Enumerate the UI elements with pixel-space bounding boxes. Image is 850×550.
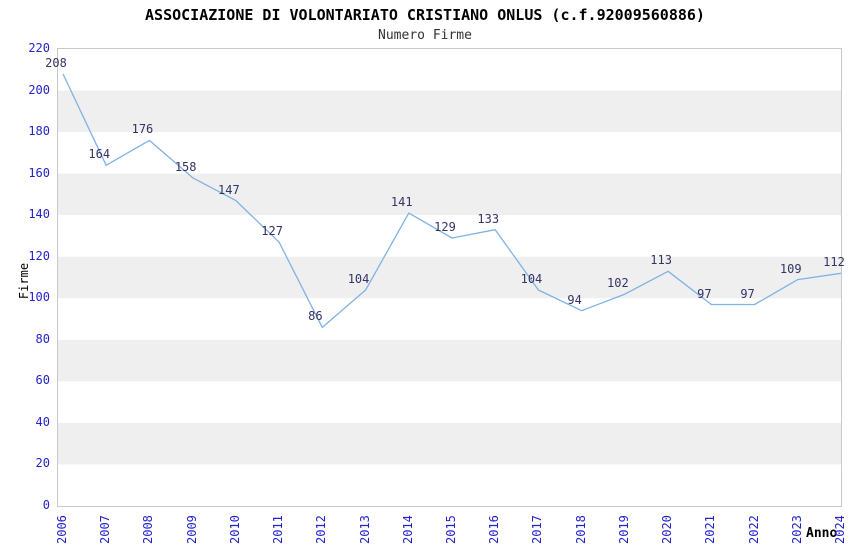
x-tick-label: 2021 bbox=[703, 515, 718, 544]
y-tick-label: 200 bbox=[28, 82, 50, 97]
x-axis-title: Anno bbox=[806, 526, 838, 541]
point-value-label: 129 bbox=[434, 220, 456, 235]
x-tick-label: 2010 bbox=[227, 515, 242, 544]
y-tick-label: 160 bbox=[28, 165, 50, 180]
x-tick-label: 2024 bbox=[833, 515, 847, 544]
y-tick-label: 0 bbox=[42, 498, 50, 512]
point-value-label: 94 bbox=[567, 292, 582, 307]
y-tick-label: 180 bbox=[28, 124, 50, 139]
y-tick-label: 100 bbox=[28, 290, 50, 305]
y-tick-label: 60 bbox=[35, 373, 50, 388]
point-value-label: 113 bbox=[650, 253, 672, 268]
point-value-label: 86 bbox=[308, 309, 323, 324]
point-value-label: 147 bbox=[218, 182, 240, 197]
x-tick-label: 2012 bbox=[314, 515, 329, 544]
y-tick-label: 140 bbox=[28, 207, 50, 222]
x-tick-label: 2008 bbox=[141, 515, 156, 544]
point-value-label: 102 bbox=[607, 276, 629, 291]
point-value-label: 97 bbox=[740, 286, 755, 301]
point-value-label: 109 bbox=[779, 261, 802, 276]
point-value-label: 104 bbox=[520, 271, 543, 286]
y-tick-label: 20 bbox=[35, 456, 50, 471]
plot-area bbox=[57, 48, 842, 507]
point-value-label: 133 bbox=[477, 211, 500, 226]
x-tick-label: 2014 bbox=[400, 515, 415, 544]
x-tick-label: 2006 bbox=[55, 515, 69, 544]
point-value-label: 112 bbox=[823, 255, 845, 270]
x-tick-label: 2007 bbox=[98, 515, 113, 544]
x-tick-label: 2009 bbox=[184, 515, 199, 544]
point-value-label: 164 bbox=[88, 147, 111, 162]
x-tick-label: 2019 bbox=[616, 515, 631, 544]
x-tick-label: 2018 bbox=[573, 515, 588, 544]
x-tick-label: 2023 bbox=[789, 515, 804, 544]
y-tick-label: 40 bbox=[35, 414, 50, 429]
point-value-label: 141 bbox=[390, 195, 413, 210]
point-value-label: 127 bbox=[261, 224, 283, 239]
chart-title: ASSOCIAZIONE DI VOLONTARIATO CRISTIANO O… bbox=[145, 6, 705, 24]
y-tick-label: 120 bbox=[28, 248, 50, 263]
point-value-label: 97 bbox=[697, 286, 712, 301]
x-tick-label: 2013 bbox=[357, 515, 372, 544]
x-tick-label: 2020 bbox=[660, 515, 675, 544]
x-tick-label: 2015 bbox=[444, 515, 458, 544]
x-tick-label: 2016 bbox=[487, 515, 502, 544]
point-value-label: 208 bbox=[45, 55, 67, 70]
point-value-label: 104 bbox=[347, 271, 370, 286]
y-tick-label: 80 bbox=[35, 331, 50, 346]
x-tick-label: 2011 bbox=[271, 515, 286, 544]
point-value-label: 176 bbox=[131, 122, 154, 137]
x-tick-label: 2022 bbox=[746, 515, 761, 544]
x-tick-label: 2017 bbox=[530, 515, 545, 544]
line-series-svg bbox=[58, 73, 841, 465]
y-tick-label: 220 bbox=[28, 41, 50, 55]
point-value-label: 158 bbox=[174, 159, 197, 174]
chart-subtitle: Numero Firme bbox=[378, 28, 472, 43]
